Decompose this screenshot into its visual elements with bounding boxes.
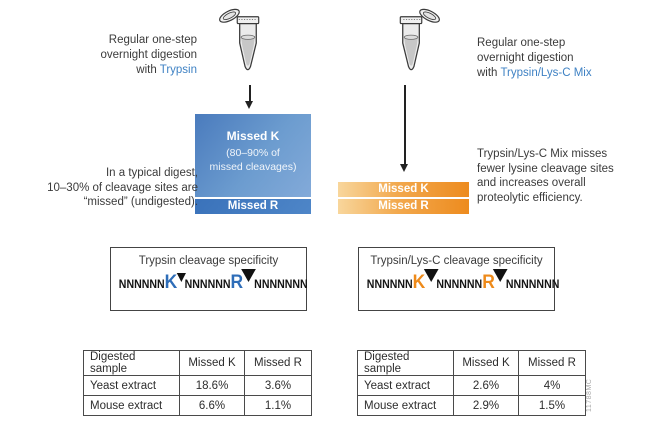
down-arrow-icon [249, 85, 251, 101]
arginine-residue: R [482, 272, 495, 293]
right-intro-line1: Regular one-step [477, 37, 566, 49]
cleavage-arrow-large-icon [241, 269, 257, 282]
left-intro-text: Regular one-step overnight digestion wit… [60, 33, 197, 78]
trypsin-cleavage-sequence: NNNNNNK NNNNNNR NNNNNNN [119, 269, 308, 296]
trypsin-lysc-label: Trypsin/Lys-C Mix [500, 67, 592, 79]
right-intro-line3: with Trypsin/Lys-C Mix [477, 67, 592, 79]
cleavage-arrow-large-icon [492, 269, 508, 282]
lysine-residue: K [164, 272, 178, 293]
cleavage-arrow-small-icon [176, 273, 186, 282]
trypsin-lysc-specificity-title: Trypsin/Lys-C cleavage specificity [370, 255, 543, 267]
arginine-residue: R [230, 272, 244, 293]
table-row: Mouse extract 2.9% 1.5% [357, 395, 586, 416]
missed-k-sub1: (80–90% of [226, 147, 280, 159]
down-arrow-head-icon [400, 164, 408, 172]
missed-k-sub2: missed cleavages) [209, 161, 297, 173]
down-arrow-icon [404, 85, 406, 164]
table-row: Yeast extract 18.6% 3.6% [83, 375, 312, 396]
missed-k-box: Missed K (80–90% of missed cleavages) [195, 114, 311, 197]
figure-id-label: 11788MC [586, 378, 593, 412]
trypsin-specificity-box: Trypsin cleavage specificity NNNNNNK NNNN… [110, 247, 308, 311]
trypsin-lysc-cleavage-sequence: NNNNNNK NNNNNNR NNNNNNN [367, 269, 559, 296]
right-note-text: Trypsin/Lys-C Mix misses fewer lysine cl… [477, 148, 614, 204]
left-intro-line1: Regular one-step [108, 34, 197, 46]
table-header-row: Digested sample Missed K Missed R [83, 350, 312, 376]
table-row: Mouse extract 6.6% 1.1% [83, 395, 312, 416]
lysine-residue: K [412, 272, 426, 293]
microcentrifuge-tube-icon [219, 8, 260, 71]
down-arrow-head-icon [245, 101, 253, 109]
trypsin-specificity-title: Trypsin cleavage specificity [138, 255, 279, 267]
missed-k-bar-orange: Missed K [338, 182, 469, 197]
left-intro-line2: overnight digestion [100, 49, 197, 61]
trypsin-lysc-results-table: Digested sample Missed K Missed R Yeast … [357, 350, 586, 416]
microcentrifuge-tube-icon [399, 8, 440, 71]
missed-r-bar-blue: Missed R [195, 199, 311, 214]
right-intro-line2: overnight digestion [477, 52, 574, 64]
left-note-text: In a typical digest, 10–30% of cleavage … [47, 167, 198, 208]
trypsin-lysc-specificity-box: Trypsin/Lys-C cleavage specificity NNNNN… [358, 247, 559, 311]
table-row: Yeast extract 2.6% 4% [357, 375, 586, 396]
missed-k-title: Missed K [226, 129, 280, 143]
cleavage-arrow-large-icon [423, 269, 439, 282]
trypsin-label: Trypsin [159, 64, 197, 76]
table-header-row: Digested sample Missed K Missed R [357, 350, 586, 376]
trypsin-results-table: Digested sample Missed K Missed R Yeast … [83, 350, 312, 416]
right-intro-text: Regular one-step overnight digestion wit… [477, 36, 642, 81]
left-intro-line3: with Trypsin [136, 64, 197, 76]
missed-r-bar-orange: Missed R [338, 199, 469, 214]
